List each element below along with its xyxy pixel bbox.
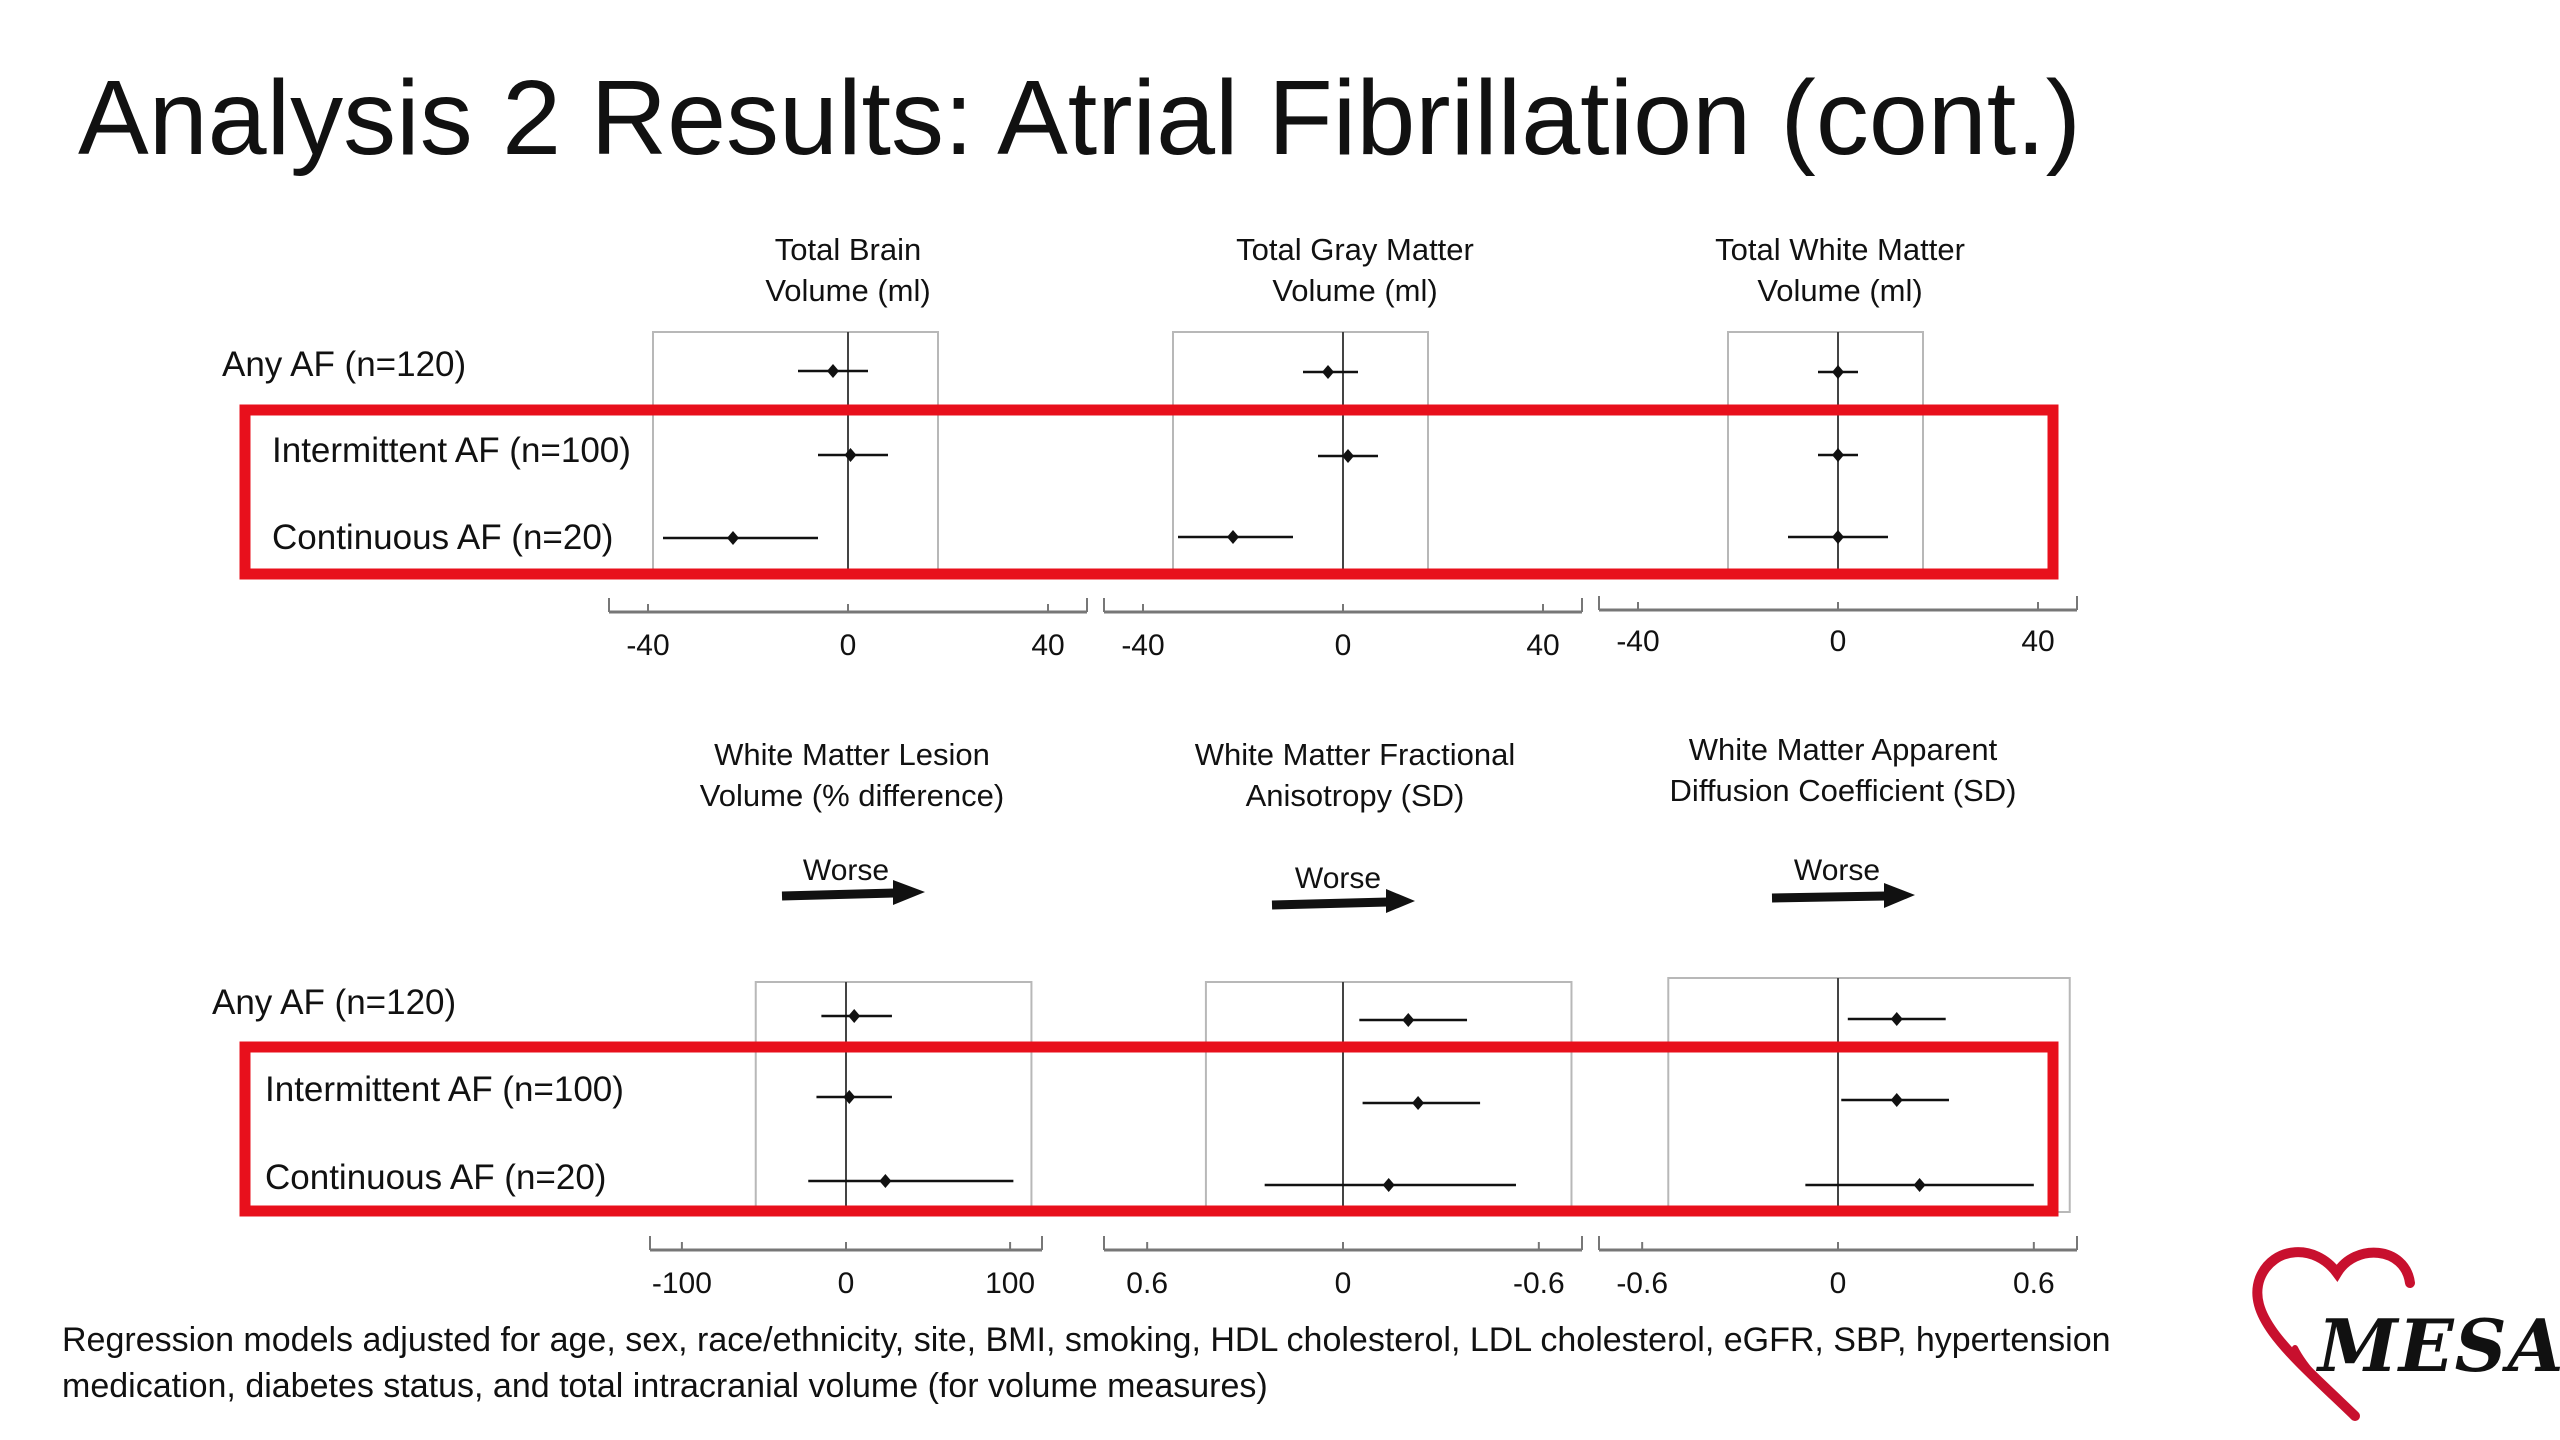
panel-frame-4 (754, 981, 1033, 1213)
heart-outline-icon (2252, 1247, 2415, 1421)
mesa-logo (2252, 1247, 2415, 1421)
worse-label-3: Worse (1794, 854, 1880, 887)
tick-label-4-3: 100 (985, 1267, 1035, 1300)
mesa-logo-text: MESA (2318, 1303, 2560, 1388)
panel-frame-6 (1667, 977, 2071, 1213)
point-estimate-5-2 (1412, 1096, 1425, 1110)
tick-label-6-3: 0.6 (2013, 1267, 2055, 1300)
worse-arrow-2: Worse (1271, 862, 1415, 913)
panel-title-1-line-1: Total Brain (775, 232, 921, 267)
panel-title-6-line-2: Diffusion Coefficient (SD) (1670, 773, 2017, 808)
tick-label-2-3: 40 (1526, 629, 1559, 662)
slide-title: Analysis 2 Results: Atrial Fibrillation … (78, 59, 2081, 177)
tick-label-1-2: 0 (840, 629, 857, 662)
point-estimate-5-3 (1382, 1178, 1395, 1192)
point-estimate-1-3 (727, 531, 739, 545)
panel-title-4-line-1: White Matter Lesion (714, 737, 990, 772)
row-label-top-0: Any AF (n=120) (222, 345, 466, 384)
panel-title-6-line-1: White Matter Apparent (1689, 732, 1998, 767)
worse-label-1: Worse (803, 854, 889, 887)
point-estimate-4-2 (843, 1090, 856, 1104)
panel-title-1-line-2: Volume (ml) (765, 273, 930, 308)
footnote: Regression models adjusted for age, sex,… (62, 1318, 2262, 1410)
panel-title-4-line-2: Volume (% difference) (700, 778, 1004, 813)
tick-label-2-1: -40 (1121, 629, 1164, 662)
tick-label-4-1: -100 (652, 1267, 712, 1300)
point-estimate-3-3 (1832, 530, 1844, 544)
panel-title-3-line-1: Total White Matter (1715, 232, 1965, 267)
point-estimate-2-3 (1227, 530, 1239, 544)
point-estimate-6-2 (1890, 1093, 1903, 1107)
row-label-bottom-1: Intermittent AF (n=100) (265, 1070, 624, 1109)
tick-label-6-2: 0 (1830, 1267, 1847, 1300)
point-estimate-5-1 (1402, 1013, 1415, 1027)
panel-title-2-line-2: Volume (ml) (1272, 273, 1437, 308)
point-estimate-3-2 (1832, 448, 1844, 462)
row-label-top-1: Intermittent AF (n=100) (272, 431, 631, 470)
point-estimate-3-1 (1832, 365, 1844, 379)
point-estimate-1-1 (827, 364, 839, 378)
highlight-box-top (239, 404, 2059, 580)
footnote-line-2: medication, diabetes status, and total i… (62, 1366, 1268, 1405)
point-estimate-6-3 (1913, 1178, 1926, 1192)
panel-frame-3 (1727, 331, 1924, 576)
tick-label-2-2: 0 (1335, 629, 1352, 662)
panel-frame-2 (1172, 331, 1429, 576)
tick-label-3-3: 40 (2021, 625, 2054, 658)
panel-title-5-line-2: Anisotropy (SD) (1246, 778, 1465, 813)
panel-title-3-line-2: Volume (ml) (1757, 273, 1922, 308)
worse-arrow-1: Worse (781, 854, 925, 905)
point-estimate-4-3 (879, 1174, 892, 1188)
tick-label-1-3: 40 (1031, 629, 1064, 662)
point-estimate-2-2 (1342, 449, 1354, 463)
tick-label-3-1: -40 (1616, 625, 1659, 658)
point-estimate-1-2 (844, 448, 857, 462)
panel-title-5-line-1: White Matter Fractional (1195, 737, 1515, 772)
tick-label-5-3: -0.6 (1513, 1267, 1565, 1300)
tick-label-3-2: 0 (1830, 625, 1847, 658)
row-label-bottom-0: Any AF (n=120) (212, 983, 456, 1022)
panel-frame-5 (1204, 981, 1573, 1213)
row-label-bottom-2: Continuous AF (n=20) (265, 1158, 606, 1197)
highlight-box-bottom (239, 1041, 2059, 1217)
tick-label-5-2: 0 (1335, 1267, 1352, 1300)
row-label-top-2: Continuous AF (n=20) (272, 518, 613, 557)
tick-label-4-2: 0 (838, 1267, 855, 1300)
worse-arrow-3: Worse (1771, 854, 1915, 908)
point-estimate-4-1 (848, 1009, 861, 1023)
point-estimate-6-1 (1890, 1012, 1903, 1026)
panel-title-2-line-1: Total Gray Matter (1236, 232, 1474, 267)
point-estimate-2-1 (1322, 365, 1334, 379)
tick-label-1-1: -40 (626, 629, 669, 662)
footnote-line-1: Regression models adjusted for age, sex,… (62, 1321, 2111, 1359)
tick-label-5-1: 0.6 (1126, 1267, 1168, 1300)
tick-label-6-1: -0.6 (1616, 1267, 1668, 1300)
worse-label-2: Worse (1295, 862, 1381, 895)
